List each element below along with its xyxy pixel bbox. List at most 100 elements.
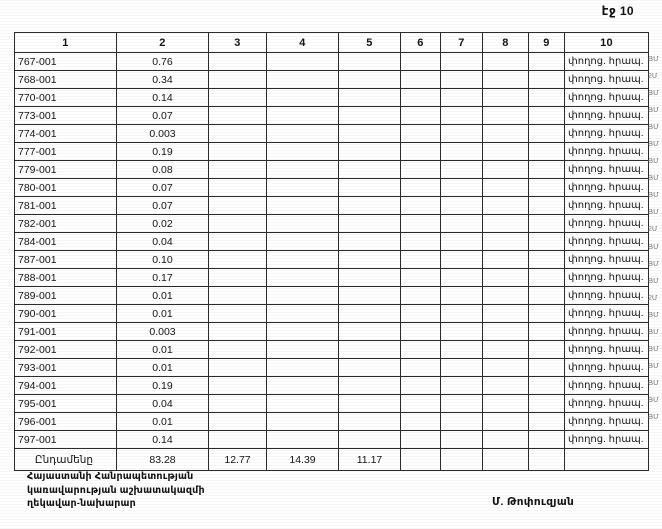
table-row: 796-001 0.01 փողոց. հրապ.: [14, 412, 649, 431]
footer-signatory-name: Մ. Թոփուզյան: [492, 496, 575, 508]
cell-6: [400, 430, 441, 449]
cell-8: [482, 340, 529, 359]
edge-artifact: ՅՄ: [648, 56, 659, 63]
cell-6: [400, 160, 441, 179]
cell-3: [208, 70, 267, 89]
table-row: 797-001 0.14 փողոց. հրապ.: [14, 430, 649, 449]
cell-10: փողոց. հրապ.: [564, 358, 649, 377]
footer-title-line-2: կառավարության աշխատակազմի: [27, 484, 205, 496]
total-cell-2: 83.28: [116, 448, 209, 471]
cell-8: [482, 268, 529, 287]
edge-artifact: ՅՄ: [648, 328, 659, 336]
edge-artifact: ՅՄ: [648, 209, 659, 217]
edge-artifact: ՅՄ: [648, 175, 659, 183]
cell-3: [208, 232, 267, 251]
cell-3: [208, 196, 267, 215]
cell-5: [338, 322, 401, 341]
cell-8: [482, 430, 529, 449]
edge-artifact: ՅՄ: [648, 107, 659, 115]
table-row: 782-001 0.02 փողոց. հրապ.: [14, 214, 649, 233]
column-header-10: 10: [564, 32, 649, 53]
edge-artifact: ՅՄ: [648, 141, 659, 149]
cell-10: փողոց. հրապ.: [564, 70, 649, 89]
cell-1: 782-001: [14, 214, 117, 233]
column-header-9: 9: [528, 32, 565, 53]
edge-artifact: ՅՄ: [648, 260, 659, 268]
cell-8: [482, 160, 529, 179]
cell-9: [528, 106, 565, 125]
table-header-row: 1 2 3 4 5 6 7 8 9 10: [14, 32, 649, 53]
cell-9: [528, 358, 565, 377]
cell-8: [482, 196, 529, 215]
cell-6: [400, 124, 441, 143]
cell-10: փողոց. հրապ.: [564, 286, 649, 305]
cell-10: փողոց. հրապ.: [564, 304, 649, 323]
cell-4: [266, 250, 339, 269]
cell-7: [440, 106, 483, 125]
cell-5: [338, 358, 401, 377]
cell-9: [528, 340, 565, 359]
cell-6: [400, 322, 441, 341]
cell-7: [440, 124, 483, 143]
edge-artifact: ՅՄ: [648, 192, 659, 200]
cell-2: 0.01: [116, 340, 209, 359]
cell-1: 774-001: [14, 124, 117, 143]
cell-1: 773-001: [14, 106, 117, 125]
cell-3: [208, 358, 267, 377]
cell-8: [482, 70, 529, 89]
edge-artifact: ՅՄ: [648, 396, 659, 404]
cell-1: 787-001: [14, 250, 117, 269]
cell-2: 0.003: [116, 124, 209, 143]
edge-artifact: 2Մ: [648, 226, 658, 234]
cell-5: [338, 124, 401, 143]
cell-2: 0.14: [116, 430, 209, 449]
total-row-label: Ընդամենը: [14, 448, 117, 471]
cell-7: [440, 376, 483, 395]
cell-10: փողոց. հրապ.: [564, 250, 649, 269]
cell-7: [440, 304, 483, 323]
cell-4: [266, 232, 339, 251]
cell-8: [482, 178, 529, 197]
cell-6: [400, 88, 441, 107]
cell-7: [440, 70, 483, 89]
edge-artifact: ՅՄ: [648, 243, 659, 251]
cell-8: [482, 124, 529, 143]
cell-9: [528, 214, 565, 233]
table-row: 777-001 0.19 փողոց. հրապ.: [14, 142, 649, 161]
cell-4: [266, 160, 339, 179]
register-table-container: 1 2 3 4 5 6 7 8 9 10 767-001 0.76 փողոց. հրապ. 768-00…: [14, 32, 649, 471]
cell-4: [266, 394, 339, 413]
cell-8: [482, 358, 529, 377]
cell-10: փողոց. հրապ.: [564, 232, 649, 251]
cell-1: 790-001: [14, 304, 117, 323]
edge-artifact: 2Մ: [648, 73, 658, 81]
cell-4: [266, 358, 339, 377]
cell-8: [482, 52, 529, 71]
cell-3: [208, 268, 267, 287]
cell-9: [528, 268, 565, 287]
table-row: 767-001 0.76 փողոց. հրապ.: [14, 52, 649, 71]
cell-5: [338, 214, 401, 233]
total-cell-6: [400, 448, 441, 471]
table-row: 774-001 0.003 փողոց. հրապ.: [14, 124, 649, 143]
edge-artifact: 2Մ: [648, 294, 658, 302]
cell-2: 0.17: [116, 268, 209, 287]
total-cell-3: 12.77: [208, 448, 267, 471]
cell-5: [338, 232, 401, 251]
table-row: 788-001 0.17 փողոց. հրապ.: [14, 268, 649, 287]
cell-6: [400, 286, 441, 305]
cell-5: [338, 430, 401, 449]
cell-7: [440, 160, 483, 179]
cell-1: 795-001: [14, 394, 117, 413]
column-header-5: 5: [338, 32, 401, 53]
cell-10: փողոց. հրապ.: [564, 412, 649, 431]
cell-5: [338, 376, 401, 395]
cell-2: 0.01: [116, 412, 209, 431]
cell-1: 797-001: [14, 430, 117, 449]
cell-9: [528, 70, 565, 89]
cell-5: [338, 412, 401, 431]
edge-artifact: ՅՄ: [648, 362, 659, 370]
cell-6: [400, 358, 441, 377]
cell-4: [266, 142, 339, 161]
cell-1: 793-001: [14, 358, 117, 377]
